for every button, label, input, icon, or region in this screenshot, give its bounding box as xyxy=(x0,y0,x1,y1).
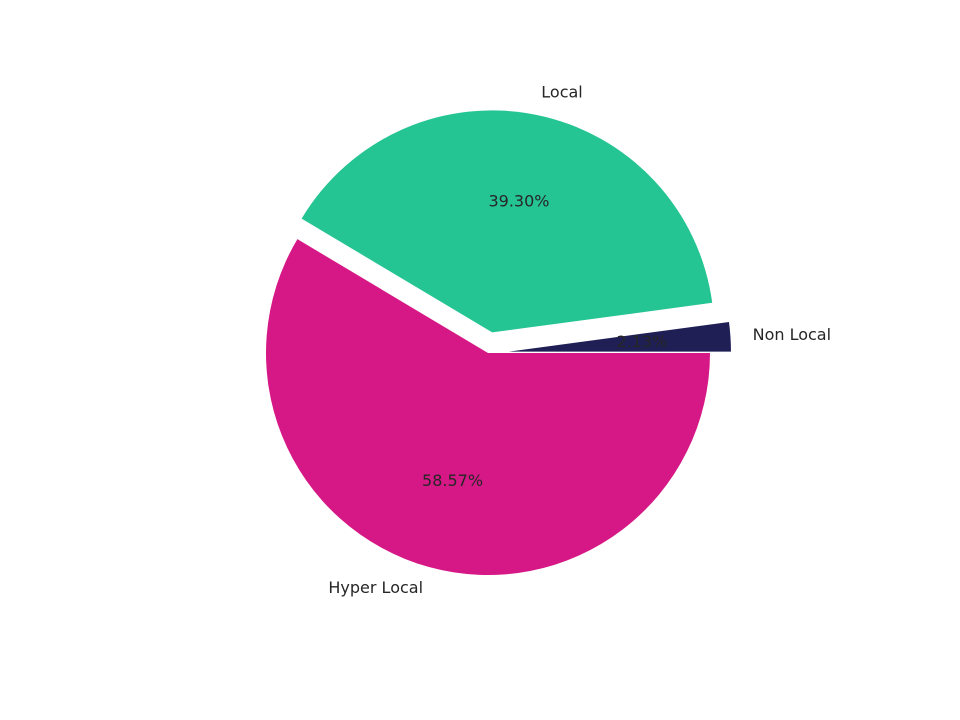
pie-slice-local xyxy=(301,110,713,333)
percent-label-local: 39.30% xyxy=(488,191,549,210)
pie-slice-hyper-local xyxy=(266,239,710,576)
category-label-hyper-local: Hyper Local xyxy=(328,578,423,597)
percent-label-non-local: 2.13% xyxy=(616,332,667,351)
percent-label-hyper-local: 58.57% xyxy=(422,471,483,490)
category-label-local: Local xyxy=(541,83,582,102)
pie-slice-non-local xyxy=(508,321,731,352)
category-label-non-local: Non Local xyxy=(753,325,831,344)
